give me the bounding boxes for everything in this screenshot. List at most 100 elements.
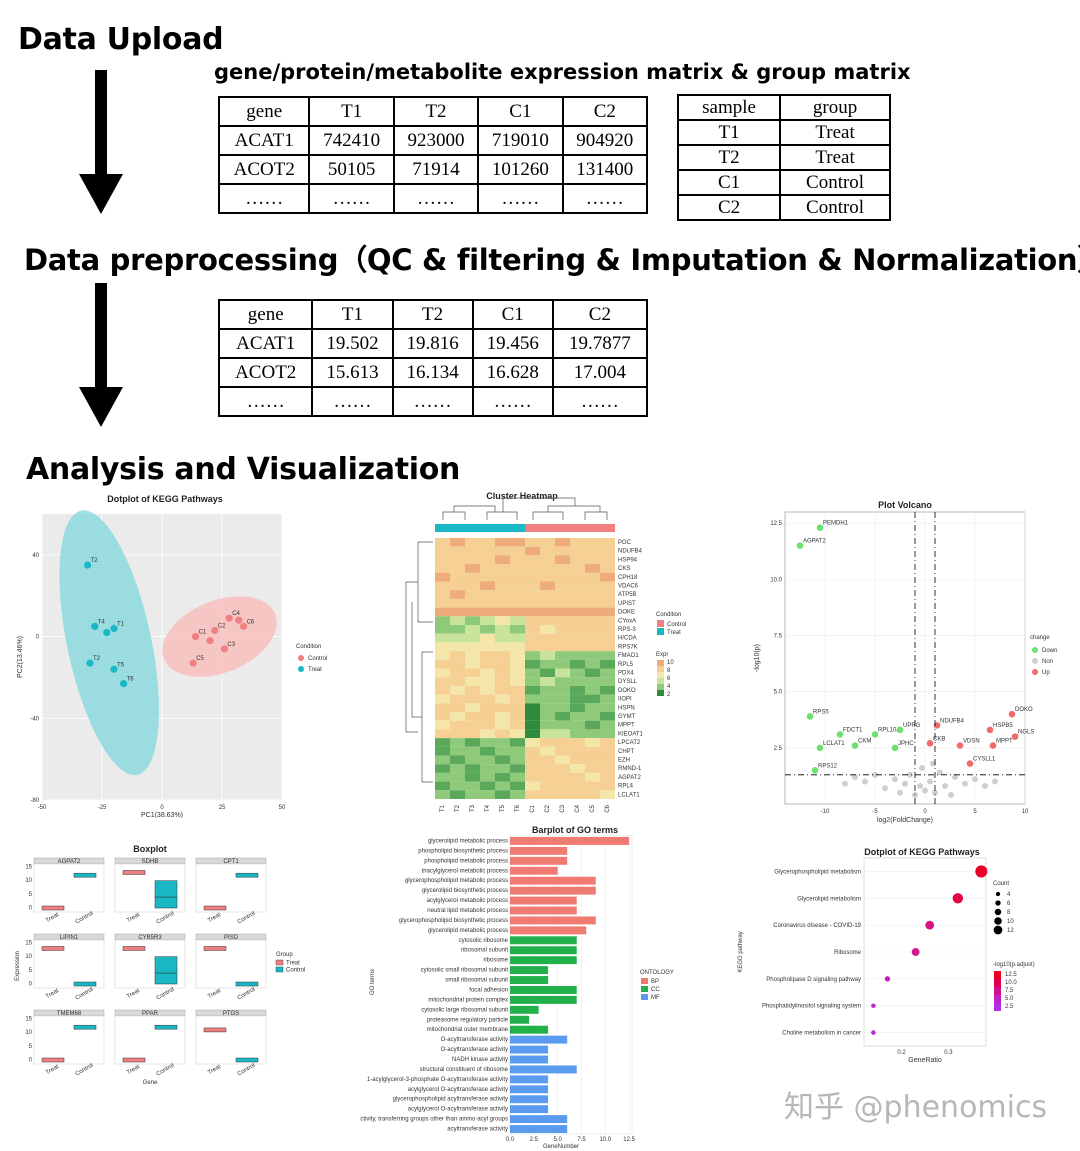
heatmap-cell: [555, 772, 570, 782]
table-header-row: sample group: [676, 94, 891, 121]
point-label: MPPT: [996, 739, 1013, 745]
heatmap-cell: [480, 642, 495, 652]
heatmap-cell: [510, 685, 525, 695]
heatmap-cell: [450, 590, 465, 599]
heatmap-cell: [465, 581, 480, 591]
arrow-down-icon: [79, 70, 123, 214]
heatmap-cell: [585, 729, 600, 739]
x-tick-label: Treat: [126, 1064, 141, 1076]
data-point: [922, 787, 928, 794]
heatmap-cell: [540, 564, 555, 573]
heatmap-cell: [585, 564, 600, 573]
data-point: [911, 948, 920, 956]
heatmap-cell: [540, 572, 555, 582]
heatmap-cell: [465, 546, 480, 556]
x-tick-label: 12.5: [623, 1137, 635, 1143]
legend-swatch: [275, 966, 284, 973]
heatmap-cell: [525, 633, 540, 643]
x-axis-label: GeneNumber: [543, 1144, 579, 1150]
heatmap-cell: [570, 746, 585, 756]
heatmap-cell: [555, 538, 570, 547]
box-control: [235, 981, 259, 987]
row-label: ATP5B: [618, 592, 637, 598]
box-control: [73, 1024, 97, 1030]
table-cell: 719010: [477, 125, 564, 156]
box-treat: [203, 905, 227, 911]
heatmap-cell: [435, 659, 450, 669]
table-header-cell: T1: [311, 299, 394, 330]
table-cell: ACAT1: [217, 328, 314, 359]
heatmap-cell: [585, 694, 600, 704]
heatmap-cell: [495, 607, 510, 617]
category-label: glycerophospholipid metabolic process: [405, 878, 508, 884]
heatmap-cell: [480, 790, 495, 799]
data-point: [852, 774, 858, 781]
legend-label: Treat: [667, 630, 681, 636]
heatmap-cell: [465, 790, 480, 799]
category-label: Coronavirus disease - COVID-19: [773, 923, 861, 929]
legend-gradient: [994, 979, 1001, 987]
legend-tick: 12.5: [1005, 972, 1017, 978]
legend-title: ONTOLOGY: [640, 970, 674, 976]
legend-swatch: [993, 925, 1003, 935]
heatmap-cell: [510, 772, 525, 782]
category-label: cytosolic large ribosomal subunit: [421, 1007, 508, 1013]
legend-label: 12: [1007, 928, 1014, 934]
heatmap-cell: [495, 764, 510, 773]
data-point: [891, 744, 899, 752]
heatmap-cell: [585, 598, 600, 608]
data-point: [912, 792, 918, 799]
x-tick-label: 10.0: [599, 1137, 611, 1143]
facet-label: PTGS: [223, 1011, 239, 1017]
chart-title: Dotplot of KEGG Pathways: [107, 494, 223, 504]
heatmap-cell: [510, 781, 525, 791]
x-tick-label: Control: [237, 911, 257, 926]
x-tick-label: 10: [1022, 809, 1029, 815]
heatmap-cell: [480, 764, 495, 773]
data-point: [986, 726, 994, 734]
heatmap-cell: [465, 764, 480, 773]
heatmap-cell: [570, 755, 585, 765]
legend-title: Group: [276, 952, 293, 958]
row-label: VDAC6: [618, 584, 639, 590]
heatmap-cell: [570, 616, 585, 625]
x-tick-label: Treat: [45, 988, 60, 1000]
x-tick-label: 25: [219, 805, 226, 811]
x-tick-label: Treat: [126, 988, 141, 1000]
heatmap-cell: [495, 772, 510, 782]
table-cell: 923000: [392, 125, 480, 156]
point-label: T6: [127, 677, 135, 683]
y-tick-label: 5.0: [774, 690, 783, 696]
y-tick-label: -40: [30, 716, 39, 722]
legend-label: 8: [1007, 910, 1011, 916]
heatmap-cell: [465, 729, 480, 739]
heatmap-cell: [570, 781, 585, 791]
heatmap-cell: [435, 572, 450, 582]
table-cell: Treat: [779, 119, 891, 146]
point-label: T2: [91, 558, 99, 564]
heatmap-cell: [450, 685, 465, 695]
heatmap-cell: [585, 781, 600, 791]
heatmap-cell: [555, 546, 570, 556]
row-label: DYSLL: [618, 679, 638, 685]
x-tick-label: 2.5: [530, 1137, 539, 1143]
table-row: ACOT2 15.613 16.134 16.628 17.004: [217, 357, 649, 388]
y-tick-label: 10: [25, 954, 32, 960]
heatmap-cell: [540, 703, 555, 712]
heatmap-cell: [600, 616, 615, 625]
data-point: [836, 731, 844, 738]
heatmap-cell: [555, 659, 570, 669]
y-axis-label: -log10(p): [754, 644, 761, 672]
table-cell: 71914: [392, 154, 480, 185]
column-dendrogram: [442, 497, 608, 520]
heatmap-cell: [600, 546, 615, 556]
legend-swatch: [298, 655, 304, 661]
bar: [510, 1045, 549, 1054]
heatmap-cell: [540, 668, 555, 678]
category-label: Phosphatidylinositol signaling system: [762, 1004, 861, 1010]
data-point: [206, 637, 214, 645]
heatmap-cell: [465, 625, 480, 634]
table-row: ACOT2 50105 71914 101260 131400: [217, 154, 649, 185]
table-cell: ……: [477, 183, 564, 214]
heatmap-cell: [570, 764, 585, 773]
